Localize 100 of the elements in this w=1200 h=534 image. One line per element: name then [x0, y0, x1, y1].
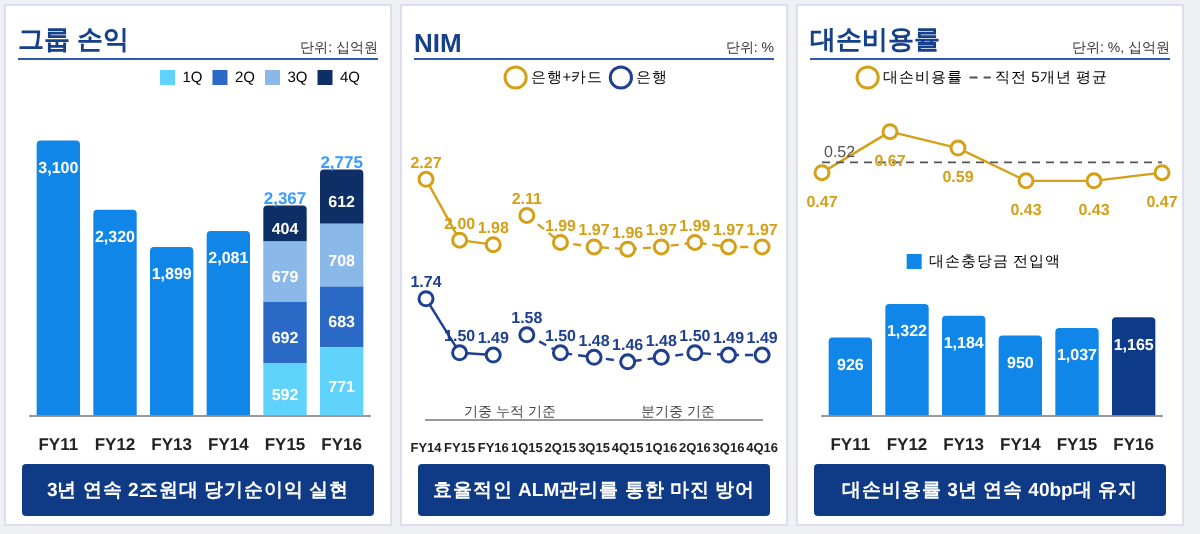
- data-label: 708: [328, 251, 357, 270]
- data-label: 1.97: [578, 221, 611, 240]
- data-label: 612: [328, 192, 357, 211]
- data-label: 1.97: [645, 221, 678, 240]
- bar: [263, 241, 307, 302]
- point: [484, 236, 502, 254]
- point: [1017, 172, 1035, 190]
- data-label: 0.47: [1146, 193, 1179, 212]
- point: [417, 170, 435, 188]
- bar: [319, 169, 364, 224]
- data-label: 0.43: [1010, 201, 1043, 220]
- chart-title: 그룹 손익: [18, 22, 130, 58]
- data-label: 950: [1006, 353, 1035, 372]
- data-label: 1.49: [746, 329, 779, 348]
- point: [686, 344, 704, 362]
- data-label: 2.27: [410, 153, 443, 172]
- data-label: 771: [328, 377, 357, 396]
- point: [1153, 164, 1171, 182]
- text: 효율적인 ALM관리를 통한 마진 방어: [418, 464, 770, 516]
- bar: [319, 223, 364, 287]
- point: [585, 348, 603, 366]
- point: [719, 346, 737, 364]
- bar: [1111, 317, 1156, 416]
- data-label: 0.59: [942, 168, 975, 187]
- data-label: 679: [271, 267, 300, 286]
- data-label: 1.50: [679, 327, 712, 346]
- data-label: 1,165: [1113, 335, 1155, 354]
- data-label: 1.97: [746, 221, 779, 240]
- data-label: 1,037: [1056, 346, 1099, 365]
- data-label: 1.58: [511, 309, 544, 328]
- x-tick-label: FY16: [1113, 434, 1155, 455]
- bar: [828, 337, 873, 416]
- point: [619, 240, 637, 258]
- data-label: 0.43: [1078, 201, 1111, 220]
- data-label: 2.11: [511, 189, 544, 208]
- data-label: 1.48: [578, 331, 611, 350]
- point: [518, 206, 536, 224]
- data-label: 1.46: [612, 336, 645, 355]
- data-label: 0.67: [874, 152, 907, 171]
- data-label: 1,899: [151, 265, 193, 284]
- point: [484, 346, 502, 364]
- annotation: 0.52: [824, 142, 857, 161]
- bar: [263, 301, 307, 364]
- data-label: 1.50: [544, 327, 578, 346]
- data-label: 1.48: [645, 331, 678, 350]
- point: [518, 326, 536, 344]
- point: [652, 348, 670, 366]
- data-label: 1.97: [712, 221, 746, 240]
- point: [652, 238, 670, 256]
- point: [753, 238, 771, 256]
- x-tick-label: FY13: [943, 434, 985, 455]
- data-label: 0.47: [806, 193, 839, 212]
- x-tick-label: FY14: [1000, 434, 1042, 455]
- bar: [998, 335, 1043, 416]
- bar: [941, 315, 986, 416]
- data-label: 1.96: [612, 223, 645, 242]
- bar: [263, 363, 307, 416]
- point: [551, 344, 569, 362]
- data-label: 592: [271, 385, 300, 404]
- data-label: 404: [271, 219, 300, 238]
- point: [813, 164, 831, 182]
- chart-title: 대손비용률: [810, 22, 940, 58]
- bar: [206, 230, 251, 416]
- data-label: 1,184: [943, 334, 985, 353]
- bar: [319, 347, 364, 416]
- data-label: 1.49: [477, 329, 510, 348]
- chart-title: NIM: [414, 28, 462, 58]
- point: [686, 233, 704, 251]
- total-label: 2,775: [320, 152, 364, 173]
- data-label: 1.49: [712, 329, 746, 348]
- point: [719, 238, 737, 256]
- point: [881, 123, 899, 141]
- point: [619, 353, 637, 371]
- data-label: 1.98: [477, 219, 510, 238]
- x-tick-label: FY15: [1056, 434, 1098, 455]
- point: [1085, 172, 1103, 190]
- x-tick-label: FY14: [208, 434, 250, 455]
- data-label: 1.99: [679, 216, 712, 235]
- bar: [885, 304, 929, 416]
- point: [753, 346, 771, 364]
- data-label: 692: [271, 328, 300, 347]
- x-tick-label: FY16: [321, 434, 363, 455]
- bar: [1055, 328, 1099, 416]
- x-tick-label: FY12: [94, 434, 136, 455]
- point: [451, 231, 469, 249]
- point: [949, 139, 967, 157]
- x-tick-label: FY11: [38, 434, 79, 455]
- point: [551, 233, 569, 251]
- x-tick-label: FY11: [830, 434, 871, 455]
- x-tick-label: FY13: [151, 434, 193, 455]
- total-label: 2,367: [263, 188, 307, 209]
- bar: [149, 247, 194, 416]
- data-label: 1,322: [886, 322, 929, 341]
- data-label: 3,100: [38, 158, 80, 177]
- data-label: 2,320: [94, 228, 137, 247]
- bar: [36, 140, 81, 416]
- x-tick-label: FY12: [886, 434, 928, 455]
- data-label: 2,081: [208, 249, 250, 268]
- text: 대손비용률 3년 연속 40bp대 유지: [814, 464, 1166, 516]
- data-label: 683: [328, 313, 357, 332]
